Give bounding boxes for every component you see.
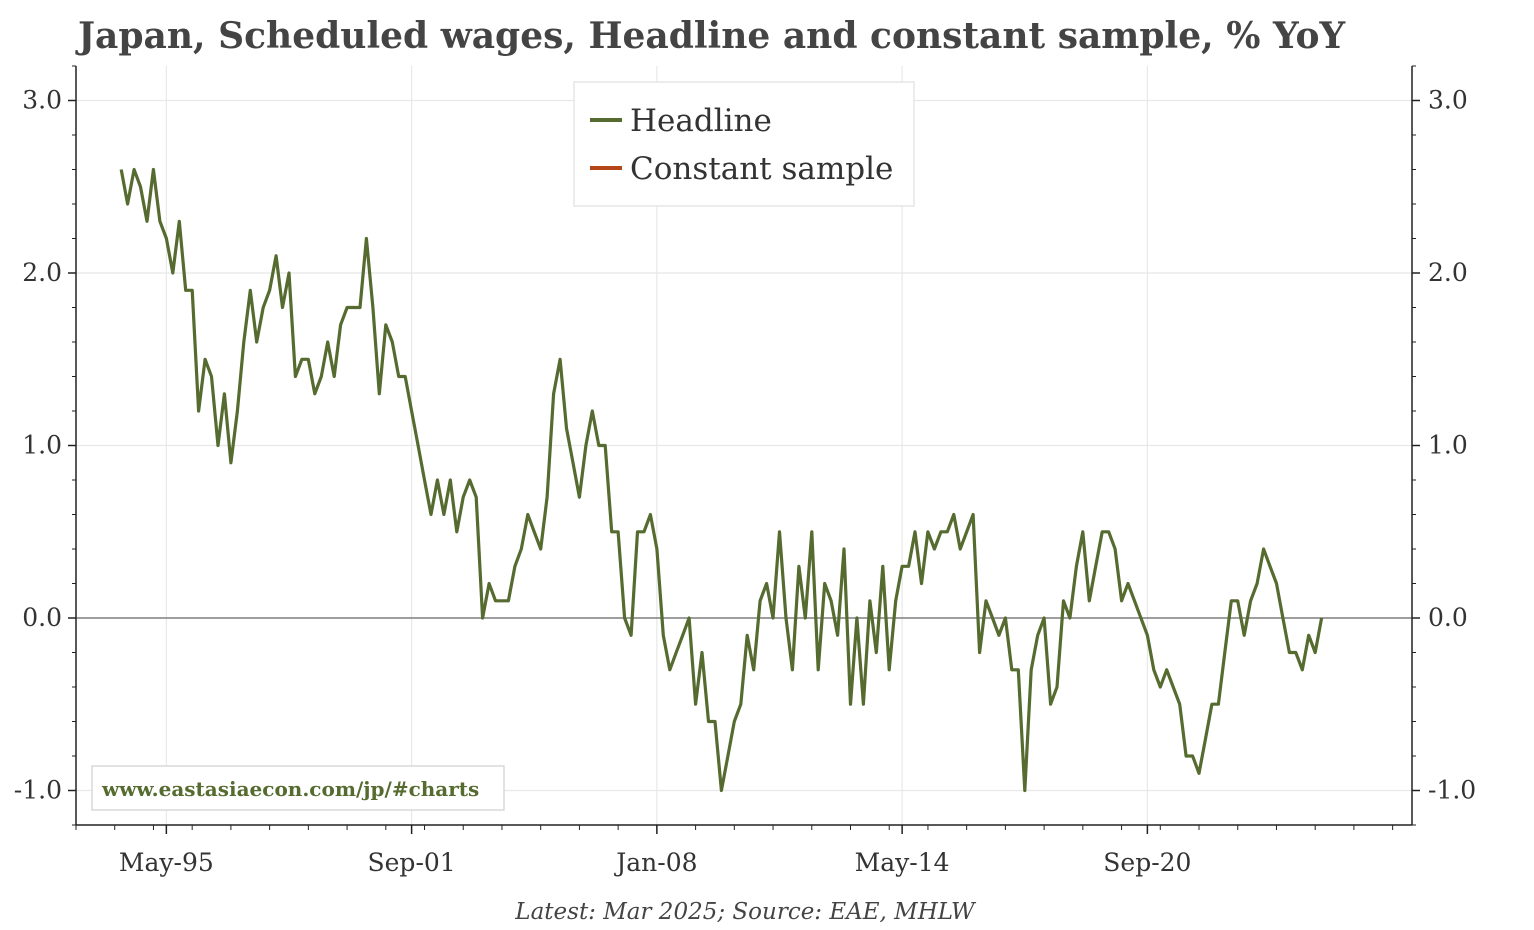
x-tick-label: May-14: [855, 848, 950, 877]
series-line-headline: [119, 167, 1324, 793]
y-tick-label-right: 2.0: [1428, 258, 1468, 287]
watermark-frame: [91, 765, 505, 811]
x-tick-label: Sep-20: [1103, 848, 1191, 877]
legend: Headline Constant sample: [573, 81, 915, 207]
y-tick-label-left: 1.0: [22, 431, 62, 460]
chart-title: Japan, Scheduled wages, Headline and con…: [75, 15, 1347, 57]
series-lines: [119, 167, 1324, 793]
x-tick-label: Jan-08: [613, 848, 697, 877]
source-note: Latest: Mar 2025; Source: EAE, MHLW: [514, 899, 977, 925]
y-tick-label-right: 3.0: [1428, 86, 1468, 115]
ticks: [68, 65, 1420, 834]
y-tick-label-left: -1.0: [14, 776, 62, 805]
y-tick-label-left: 3.0: [22, 86, 62, 115]
legend-label-constant-sample: Constant sample: [630, 151, 893, 187]
tick-labels: -1.0 -1.0 0.0 0.0 1.0 1.0 2.0 2.0 3.0 3.0 May-95 Se…: [14, 86, 1476, 878]
y-tick-label-right: 0.0: [1428, 603, 1468, 632]
y-tick-label-left: 2.0: [22, 258, 62, 287]
watermark-box: www.eastasiaecon.com/jp/#charts: [91, 765, 505, 811]
y-tick-label-left: 0.0: [22, 603, 62, 632]
watermark-text: www.eastasiaecon.com/jp/#charts: [101, 777, 479, 801]
legend-label-headline: Headline: [630, 103, 772, 139]
x-tick-label: May-95: [119, 848, 214, 877]
x-tick-label: Sep-01: [368, 848, 456, 877]
y-tick-label-right: -1.0: [1428, 776, 1476, 805]
legend-box: [573, 81, 915, 207]
y-tick-label-right: 1.0: [1428, 431, 1468, 460]
